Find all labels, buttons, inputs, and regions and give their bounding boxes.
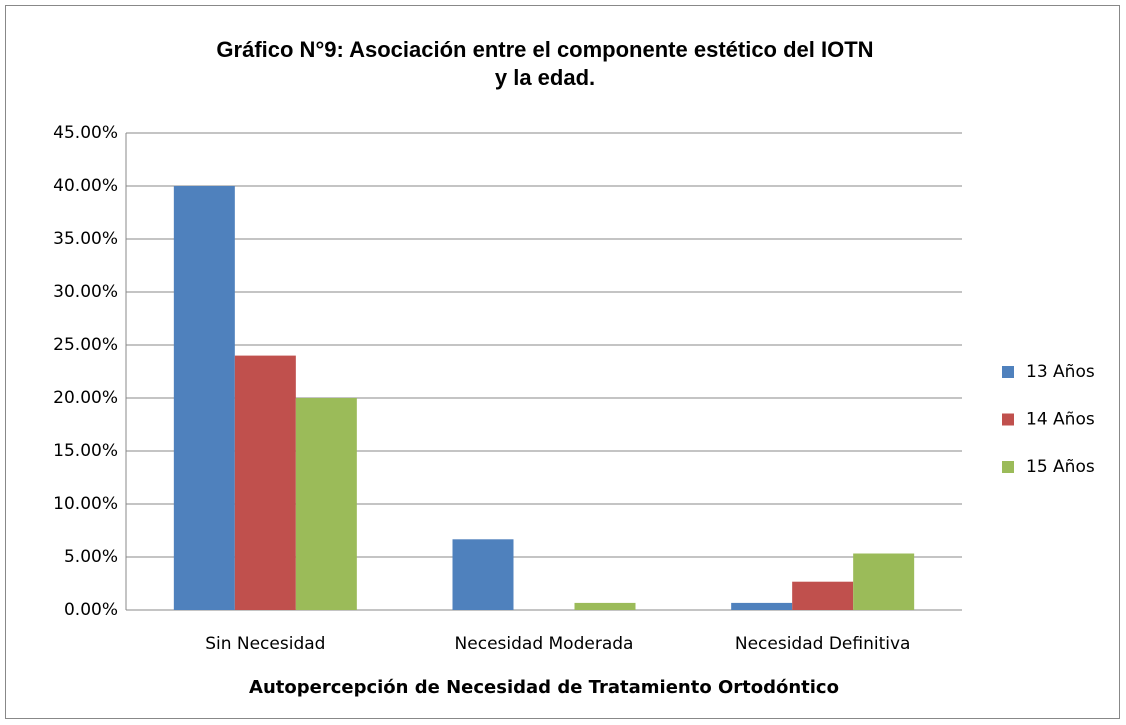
bar — [853, 553, 915, 610]
legend-swatch — [1002, 366, 1014, 378]
legend-swatch — [1002, 461, 1014, 473]
y-tick-label: 30.00% — [53, 282, 118, 302]
bar — [574, 602, 636, 610]
y-tick-label: 45.00% — [53, 123, 118, 143]
x-tick-label: Necesidad Definitiva — [735, 634, 911, 654]
y-tick-label: 40.00% — [53, 176, 118, 196]
y-tick-label: 5.00% — [64, 547, 118, 567]
chart-title: y la edad. — [495, 65, 595, 90]
bar — [295, 398, 357, 610]
x-tick-label: Sin Necesidad — [205, 634, 325, 654]
y-tick-label: 25.00% — [53, 335, 118, 355]
chart-border — [5, 5, 1120, 719]
y-tick-label: 20.00% — [53, 388, 118, 408]
x-axis-title: Autopercepción de Necesidad de Tratamien… — [249, 677, 839, 698]
chart-title: Gráfico N°9: Asociación entre el compone… — [216, 37, 873, 62]
legend-swatch — [1002, 413, 1014, 426]
y-tick-label: 10.00% — [53, 494, 118, 514]
legend-label: 15 Años — [1026, 457, 1095, 477]
bar — [452, 539, 514, 610]
x-tick-label: Necesidad Moderada — [455, 634, 634, 654]
bar — [731, 602, 793, 610]
legend-label: 13 Años — [1026, 362, 1095, 382]
bar — [173, 186, 235, 610]
y-tick-label: 15.00% — [53, 441, 118, 461]
y-tick-label: 0.00% — [64, 600, 118, 620]
legend-label: 14 Años — [1026, 410, 1095, 430]
y-tick-label: 35.00% — [53, 229, 118, 249]
bar — [234, 355, 296, 610]
bar — [792, 581, 854, 610]
